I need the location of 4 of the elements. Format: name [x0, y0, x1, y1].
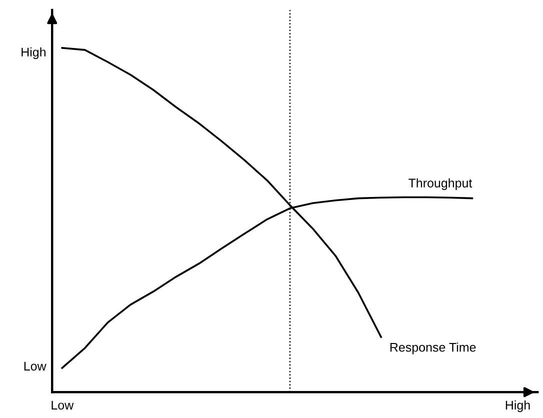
- text: High: [22, 47, 46, 60]
- series-label: Response Time: [390, 342, 476, 354]
- text: Low: [24, 362, 46, 371]
- series-label: Throughput: [408, 178, 472, 190]
